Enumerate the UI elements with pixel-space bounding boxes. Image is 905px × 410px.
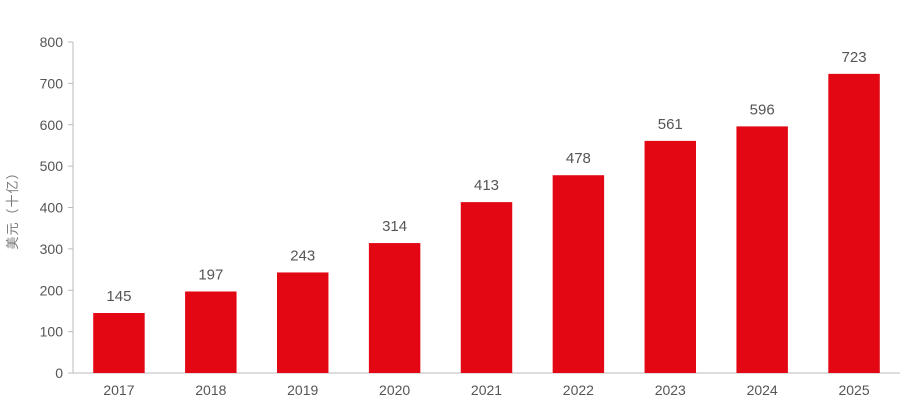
x-tick-label-2017: 2017 [103,382,134,398]
x-tick-label-2023: 2023 [655,382,686,398]
y-axis-title: 美元（十亿） [5,165,20,249]
data-label-2021: 413 [474,177,499,194]
bar-2018 [185,291,237,373]
data-labels-group: 145 197 243 314 413 478 561 596 723 [106,49,866,305]
bar-2024 [736,126,788,373]
data-label-2020: 314 [382,218,407,235]
x-axis-ticks: 2017 2018 2019 2020 2021 2022 2023 2024 2025 [103,382,869,398]
bar-2023 [644,140,697,373]
y-tick-label: 0 [55,365,63,381]
bar-2025 [828,73,880,373]
y-tick-label: 300 [40,241,64,257]
y-tick-label: 800 [40,34,64,50]
y-tick-label: 200 [40,282,64,298]
y-tick-label: 100 [40,324,64,340]
y-tick-label: 400 [40,200,64,216]
x-tick-label-2020: 2020 [379,382,410,398]
x-tick-label-2025: 2025 [838,382,869,398]
y-tick-label: 500 [40,158,64,174]
data-label-2022: 478 [566,150,591,167]
bar-2022 [552,175,605,373]
y-axis-label: 美元（十亿） [5,165,20,249]
data-label-2017: 145 [106,288,131,305]
bar-2020 [368,243,421,373]
x-tick-label-2022: 2022 [563,382,594,398]
bars-group [93,73,880,373]
y-axis-ticks: 0 100 200 300 400 500 600 700 800 [40,34,73,381]
y-tick-label: 600 [40,117,64,133]
bar-2019 [276,272,329,373]
x-tick-label-2021: 2021 [471,382,502,398]
x-tick-label-2024: 2024 [747,382,778,398]
data-label-2024: 596 [750,101,775,118]
data-label-2025: 723 [842,49,867,66]
x-tick-label-2019: 2019 [287,382,318,398]
data-label-2019: 243 [290,247,315,264]
data-label-2018: 197 [198,266,223,283]
x-tick-label-2018: 2018 [195,382,226,398]
bar-2021 [460,202,513,373]
data-label-2023: 561 [658,116,683,133]
y-tick-label: 700 [40,75,64,91]
bar-2017 [93,313,145,373]
